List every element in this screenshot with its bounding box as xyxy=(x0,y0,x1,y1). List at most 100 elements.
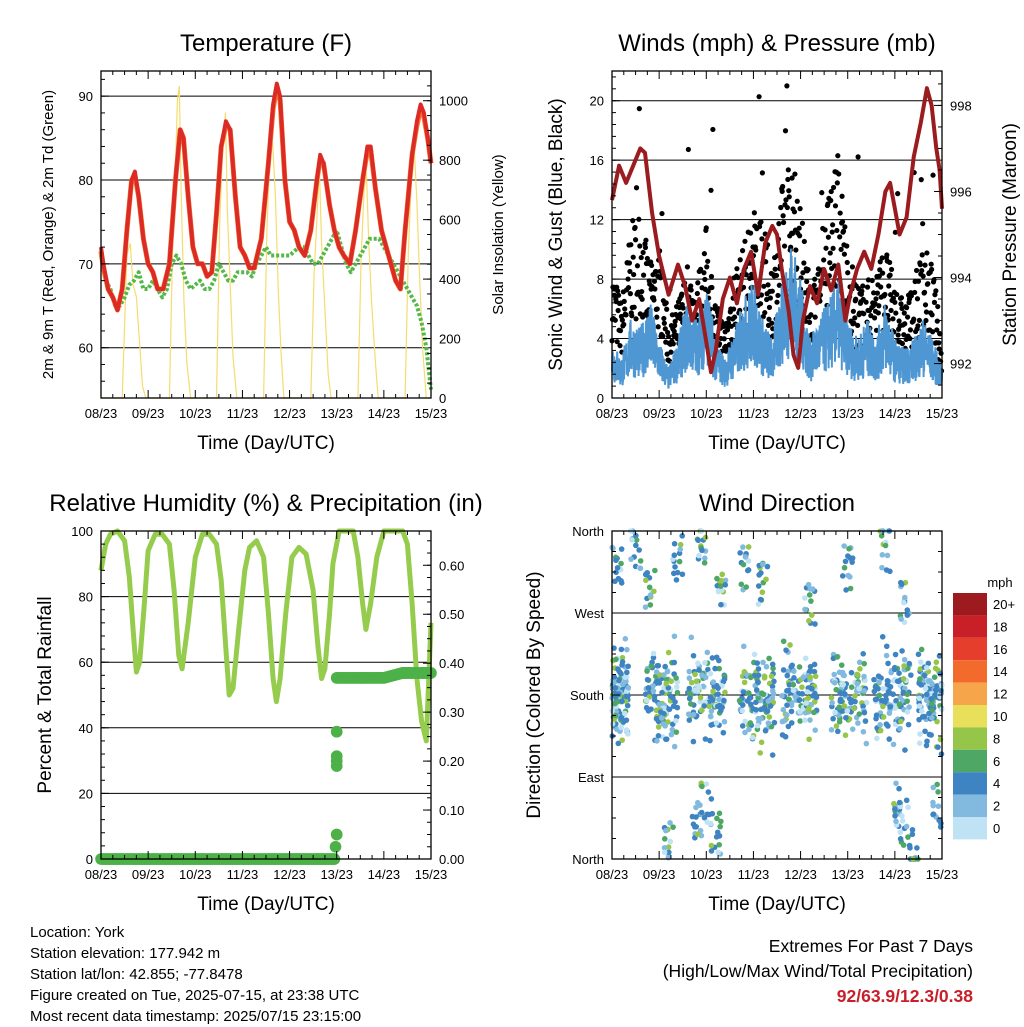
direction-point xyxy=(751,651,758,658)
gust-point xyxy=(794,198,800,204)
gust-point xyxy=(922,302,929,308)
gust-point xyxy=(621,298,627,304)
direction-point xyxy=(650,650,657,657)
gust-point xyxy=(677,311,683,317)
gust-point xyxy=(811,282,817,288)
direction-point xyxy=(917,676,923,682)
direction-point xyxy=(922,685,929,692)
direction-point xyxy=(856,659,863,666)
direction-point xyxy=(903,823,910,830)
gust-point xyxy=(660,333,666,339)
x-tick-label: 08/23 xyxy=(596,867,629,882)
direction-point xyxy=(673,577,680,583)
direction-point xyxy=(668,731,675,738)
direction-point xyxy=(847,574,853,580)
direction-point xyxy=(667,820,673,826)
direction-point xyxy=(882,542,889,549)
direction-point xyxy=(937,824,944,830)
direction-point xyxy=(879,564,885,571)
gust-point xyxy=(731,306,737,312)
gust-point xyxy=(627,268,633,275)
direction-point xyxy=(802,655,809,662)
direction-point xyxy=(809,586,816,592)
direction-point xyxy=(886,736,893,742)
direction-point xyxy=(923,664,930,671)
gust-point xyxy=(879,255,885,261)
colorbar-swatch xyxy=(953,705,987,728)
y2-tick-label: 0.00 xyxy=(439,852,464,867)
gust-point xyxy=(895,332,901,338)
gust-point xyxy=(785,176,791,183)
gust-point xyxy=(619,317,625,323)
y-tick-label: 80 xyxy=(79,173,93,188)
direction-point xyxy=(693,804,699,811)
direction-point xyxy=(686,675,693,681)
gust-point xyxy=(639,288,645,295)
direction-point xyxy=(935,803,942,810)
direction-point xyxy=(886,710,893,716)
direction-point xyxy=(811,709,817,716)
direction-point xyxy=(663,827,669,834)
gust-point xyxy=(791,209,798,215)
direction-point xyxy=(880,703,886,710)
gust-point xyxy=(637,243,643,249)
gust-point xyxy=(923,309,930,315)
rh-series-line xyxy=(98,528,434,744)
direction-point xyxy=(923,697,930,704)
gust-point xyxy=(625,284,632,291)
direction-point xyxy=(916,740,923,746)
gust-point xyxy=(876,273,882,279)
direction-point xyxy=(740,544,746,550)
gust-point xyxy=(630,254,636,260)
gust-point xyxy=(614,339,620,345)
direction-point xyxy=(755,679,761,686)
gust-point xyxy=(884,252,890,258)
direction-point xyxy=(904,612,911,618)
direction-point xyxy=(863,699,870,706)
direction-point xyxy=(665,684,672,691)
direction-point xyxy=(670,703,677,710)
x-tick-label: 11/23 xyxy=(227,867,259,882)
direction-point xyxy=(686,717,693,723)
direction-point xyxy=(855,720,861,726)
direction-point xyxy=(708,796,715,802)
direction-point xyxy=(721,697,727,704)
gust-point xyxy=(886,283,892,289)
direction-point xyxy=(707,820,714,827)
gust-point xyxy=(672,318,678,324)
colorbar-swatch xyxy=(953,794,987,817)
direction-point xyxy=(806,736,812,743)
gust-point xyxy=(887,272,893,278)
y-tick-label: 90 xyxy=(79,89,93,104)
gust-point xyxy=(899,340,906,347)
direction-point xyxy=(613,569,619,576)
direction-point xyxy=(719,571,726,578)
gust-point xyxy=(920,221,926,227)
direction-point xyxy=(899,697,906,704)
x-tick-label: 10/23 xyxy=(690,867,723,882)
gust-point xyxy=(919,267,925,274)
gust-point xyxy=(929,329,936,335)
direction-point xyxy=(705,789,712,795)
gust-point xyxy=(708,187,714,193)
gust-point xyxy=(828,188,834,195)
direction-point xyxy=(771,719,778,726)
gust-point xyxy=(756,94,762,100)
gust-point xyxy=(652,286,658,292)
gust-point xyxy=(920,273,926,279)
colorbar-label: 8 xyxy=(993,731,1000,746)
direction-point xyxy=(696,667,702,673)
direction-point xyxy=(829,699,836,706)
direction-point xyxy=(759,589,766,596)
direction-point xyxy=(844,708,851,714)
direction-point xyxy=(642,571,649,578)
direction-point xyxy=(841,703,848,709)
gust-point xyxy=(933,288,939,294)
gust-point xyxy=(792,171,798,177)
direction-point xyxy=(918,682,924,688)
gust-point xyxy=(868,313,874,319)
gust-point xyxy=(855,322,861,328)
direction-point xyxy=(790,687,797,694)
gust-point xyxy=(643,237,649,243)
direction-point xyxy=(661,672,667,678)
